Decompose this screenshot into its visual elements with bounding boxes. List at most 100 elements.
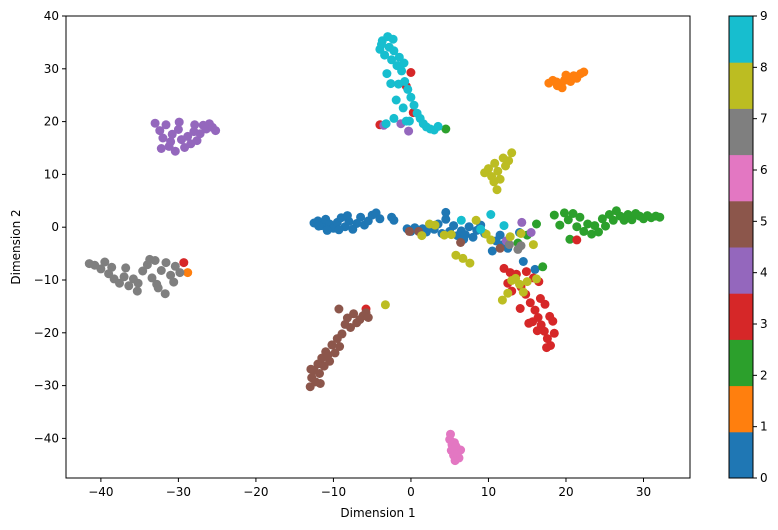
scatter-point-class-6 — [451, 441, 461, 451]
scatter-point-class-3 — [539, 326, 549, 336]
scatter-point-class-9 — [406, 92, 416, 102]
scatter-point-class-2 — [532, 219, 541, 229]
scatter-point-class-7 — [153, 283, 163, 293]
scatter-point-class-8 — [492, 185, 502, 195]
scatter-point-class-4 — [158, 133, 168, 143]
colorbar-tick-label: 8 — [760, 60, 768, 74]
scatter-point-class-9 — [399, 58, 409, 68]
scatter-point-class-9 — [386, 79, 396, 89]
scatter-point-class-3 — [515, 304, 525, 313]
scatter-point-class-8 — [507, 148, 517, 158]
colorbar-segment — [729, 385, 753, 433]
colorbar-segment — [729, 16, 753, 63]
colorbar-segment — [729, 62, 753, 109]
scatter-point-class-7 — [166, 270, 176, 280]
scatter-point-class-9 — [387, 55, 397, 65]
scatter-point-class-0 — [468, 232, 478, 242]
scatter-point-class-9 — [409, 100, 419, 110]
scatter-point-class-3 — [540, 299, 550, 309]
scatter-point-class-8 — [504, 156, 514, 166]
y-tick-label: 40 — [44, 9, 59, 23]
scatter-point-class-5 — [363, 313, 373, 322]
scatter-point-class-4 — [167, 129, 177, 139]
colorbar-segment — [729, 200, 753, 248]
colorbar-tick-label: 3 — [760, 317, 768, 331]
x-axis-label: Dimension 1 — [340, 506, 415, 520]
scatter-point-class-0 — [495, 230, 505, 240]
scatter-point-class-8 — [528, 240, 538, 250]
x-tick-label: −20 — [243, 485, 268, 499]
scatter-point-class-7 — [161, 258, 171, 268]
colorbar: 0 1 2 3 4 5 6 7 8 9 — [728, 9, 768, 485]
scatter-point-class-4 — [150, 118, 160, 128]
y-tick-label: −10 — [34, 273, 59, 287]
scatter-point-class-0 — [342, 211, 352, 221]
scatter-point-class-4 — [195, 129, 205, 139]
scatter-point-class-7 — [170, 261, 180, 271]
colorbar-segment — [729, 431, 753, 479]
scatter-point-class-7 — [115, 278, 124, 288]
scatter-point-class-8 — [516, 229, 526, 238]
scatter-point-class-7 — [107, 262, 117, 272]
scatter-point-class-2 — [563, 215, 573, 225]
scatter-point-class-2 — [568, 209, 578, 218]
scatter-point-class-5 — [323, 350, 333, 360]
scatter-point-class-4 — [155, 126, 165, 136]
axis-ticks: −40 −30 −20 −10 0 10 20 30 −40 −30 −20 −10 0 10 20 30 40 — [34, 9, 651, 499]
scatter-point-class-5 — [346, 323, 355, 332]
scatter-point-class-4 — [166, 137, 176, 147]
scatter-point-class-7 — [124, 281, 134, 291]
scatter-point-class-9 — [397, 66, 407, 76]
scatter-point-class-8 — [505, 232, 515, 242]
scatter-point-class-4 — [156, 144, 166, 153]
scatter-point-class-4 — [173, 125, 183, 134]
scatter-point-class-8 — [451, 250, 461, 260]
scatter-point-class-3 — [572, 235, 582, 245]
scatter-point-class-7 — [138, 266, 148, 276]
scatter-point-class-8 — [458, 253, 468, 263]
y-tick-label: 30 — [44, 62, 59, 76]
colorbar-segment — [729, 247, 753, 294]
scatter-point-class-8 — [493, 166, 503, 176]
scatter-point-class-2 — [587, 229, 597, 239]
scatter-point-class-2 — [559, 208, 569, 218]
y-tick-label: 0 — [51, 220, 59, 234]
scatter-point-class-0 — [334, 225, 344, 235]
scatter-point-class-3 — [406, 68, 416, 77]
scatter-point-class-2 — [583, 219, 593, 229]
scatter-point-class-8 — [497, 295, 507, 305]
scatter-point-class-2 — [572, 222, 582, 232]
scatter-point-class-5 — [335, 342, 345, 351]
scatter-point-class-5 — [315, 369, 324, 378]
scatter-point-class-7 — [504, 240, 514, 250]
scatter-point-class-2 — [575, 212, 585, 222]
scatter-point-class-3 — [530, 305, 540, 315]
scatter-point-class-8 — [507, 276, 517, 285]
scatter-point-class-8 — [465, 258, 475, 268]
scatter-point-class-2 — [538, 262, 548, 272]
scatter-point-class-3 — [179, 258, 189, 268]
scatter-point-class-9 — [398, 103, 408, 113]
scatter-point-class-4 — [192, 136, 202, 146]
scatter-point-class-5 — [337, 329, 347, 339]
scatter-point-class-9 — [401, 116, 411, 126]
colorbar-tick-label: 2 — [760, 368, 768, 382]
colorbar-tick-label: 9 — [760, 9, 768, 23]
scatter-point-class-7 — [175, 268, 185, 278]
scatter-point-class-4 — [404, 126, 414, 136]
scatter-point-class-8 — [522, 277, 532, 287]
scatter-points — [84, 32, 665, 466]
x-tick-label: −40 — [88, 485, 113, 499]
scatter-point-class-0 — [441, 214, 451, 224]
scatter-point-class-7 — [169, 277, 179, 287]
scatter-point-class-8 — [446, 230, 456, 240]
colorbar-segment — [729, 293, 753, 340]
scatter-point-class-0 — [322, 225, 332, 235]
scatter-point-class-8 — [489, 177, 499, 187]
scatter-point-class-8 — [490, 158, 500, 168]
scatter-point-class-6 — [450, 456, 460, 466]
scatter-point-class-3 — [521, 267, 531, 277]
scatter-point-class-9 — [389, 46, 399, 56]
scatter-point-class-4 — [211, 126, 221, 136]
scatter-point-class-9 — [377, 40, 386, 49]
